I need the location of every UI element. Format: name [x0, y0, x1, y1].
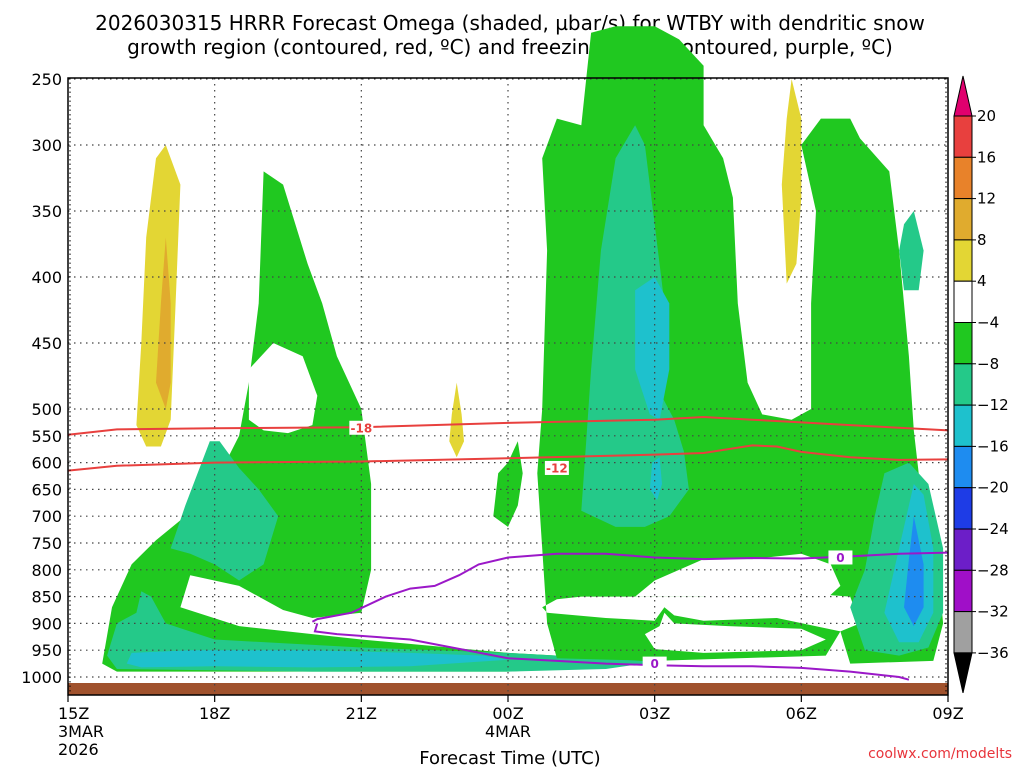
- temperature-contours: [67, 415, 949, 681]
- omega-lt-minus12-low-core: [126, 650, 508, 668]
- chart-title-line2: growth region (contoured, red, ºC) and f…: [127, 35, 893, 59]
- colorbar-bin-5: [953, 280, 973, 324]
- omega-small-blob: [493, 441, 523, 527]
- y-tick-label-600: 600: [31, 454, 62, 473]
- colorbar-label-10: −24: [977, 520, 1009, 538]
- omega-gt-4-small: [449, 382, 464, 458]
- chart-title-line1: 2026030315 HRRR Forecast Omega (shaded, …: [95, 11, 925, 35]
- y-tick-label-700: 700: [31, 507, 62, 526]
- omega-hole-low-east: [644, 612, 826, 653]
- y-tick-label-550: 550: [31, 427, 62, 446]
- contour-label-2: 0: [836, 551, 844, 565]
- colorbar-label-8: −16: [977, 437, 1009, 455]
- colorbar-bin-4: [953, 239, 973, 282]
- contour-line-3: [313, 623, 910, 681]
- grid-lines: [68, 78, 948, 695]
- colorbar-bin-3: [953, 198, 973, 241]
- colorbar-bin-13: [953, 611, 973, 654]
- x-tick-label-18Z: 18Z: [199, 704, 230, 723]
- contour-label-bg-2: [828, 550, 853, 565]
- omega-gt-4-east: [781, 79, 802, 284]
- colorbar-label-13: −36: [977, 644, 1009, 662]
- colorbar-label-3: 8: [977, 231, 987, 249]
- colorbar-label-4: 4: [977, 272, 987, 290]
- contour-label-bg-0: [349, 420, 374, 435]
- colorbar-bin-6: [953, 322, 973, 365]
- colorbar-bin-8: [953, 404, 973, 447]
- colorbar-label-11: −28: [977, 561, 1009, 579]
- contour-line-0: [67, 415, 949, 436]
- colorbar-label-6: −8: [977, 355, 999, 373]
- omega-lt-minus16-se: [904, 516, 924, 627]
- colorbar-label-0: 20: [977, 107, 996, 125]
- colorbar-label-5: −4: [977, 314, 999, 332]
- colorbar-label-1: 16: [977, 148, 996, 166]
- omega-hole-mid-east: [635, 553, 841, 600]
- surface-strip: [68, 683, 948, 695]
- colorbar-arrow-top: [953, 75, 973, 117]
- omega-lt-minus8-west-mid: [170, 441, 279, 581]
- colorbar-bin-7: [953, 363, 973, 406]
- omega-shading: [102, 26, 944, 672]
- colorbar-bin-2: [953, 156, 973, 200]
- x-tick-label-09Z: 09Z: [932, 704, 963, 723]
- x-tick-label-00Z: 00Z: [492, 704, 523, 723]
- y-tick-label-300: 300: [31, 136, 62, 155]
- x-tick-sub-00Z: 4MAR: [485, 722, 531, 741]
- y-tick-label-650: 650: [31, 480, 62, 499]
- contour-line-2: [311, 551, 949, 623]
- colorbar-bin-1: [953, 115, 973, 158]
- contour-line-1: [67, 444, 949, 472]
- y-tick-label-450: 450: [31, 334, 62, 353]
- omega-gt-4-west: [136, 145, 181, 447]
- omega-lt-minus12-east-mid: [649, 457, 662, 501]
- x-axis-title: Forecast Time (UTC): [419, 748, 600, 768]
- colorbar-bin-11: [953, 528, 973, 571]
- contour-label-0: -18: [350, 421, 372, 435]
- contour-label-3: 0: [650, 657, 658, 671]
- colorbar-bin-10: [953, 487, 973, 530]
- omega-lt-minus12-east-core: [635, 277, 670, 420]
- y-axis: 250 300 350 400 450 500 550 600 650 700 750 800 850 9…: [21, 70, 62, 687]
- y-tick-label-900: 900: [31, 614, 62, 633]
- y-tick-label-250: 250: [31, 70, 62, 89]
- colorbar-label-12: −32: [977, 603, 1009, 621]
- y-tick-label-400: 400: [31, 268, 62, 287]
- colorbar-label-7: −12: [977, 396, 1009, 414]
- x-tick-sub-15Z: 3MAR: [58, 722, 104, 741]
- x-tick-label-03Z: 03Z: [639, 704, 670, 723]
- y-tick-label-800: 800: [31, 561, 62, 580]
- x-tick-label-15Z: 15Z: [58, 704, 89, 723]
- x-tick-label-06Z: 06Z: [786, 704, 817, 723]
- y-tick-label-950: 950: [31, 641, 62, 660]
- ground-bar: [68, 683, 948, 695]
- y-tick-label-1000: 1000: [21, 668, 62, 687]
- colorbar-label-9: −20: [977, 479, 1009, 497]
- contour-labels: -18 -12 0 0: [349, 420, 853, 671]
- omega-ring-hole: [248, 343, 318, 434]
- colorbar-arrow-bottom: [953, 652, 973, 694]
- colorbar-label-2: 12: [977, 190, 996, 208]
- contour-label-bg-3: [642, 656, 667, 671]
- colorbar-bin-9: [953, 445, 973, 489]
- contour-label-1: -12: [546, 461, 568, 475]
- y-tick-label-350: 350: [31, 202, 62, 221]
- contour-label-bg-1: [544, 460, 569, 475]
- x-tick-label-21Z: 21Z: [346, 704, 377, 723]
- omega-lt-minus8-ne-small: [899, 211, 924, 291]
- omega-gt-8-west: [156, 237, 171, 409]
- y-tick-label-850: 850: [31, 588, 62, 607]
- colorbar-bin-12: [953, 569, 973, 613]
- y-tick-label-750: 750: [31, 534, 62, 553]
- y-tick-label-500: 500: [31, 400, 62, 419]
- colorbar: 20 16 12 8 4 −4 −8 −12 −16 −20 −24 −28 −32 −36: [953, 75, 1009, 694]
- x-tick-year-15Z: 2026: [58, 740, 99, 759]
- credit-link[interactable]: coolwx.com/modelts: [868, 746, 1012, 762]
